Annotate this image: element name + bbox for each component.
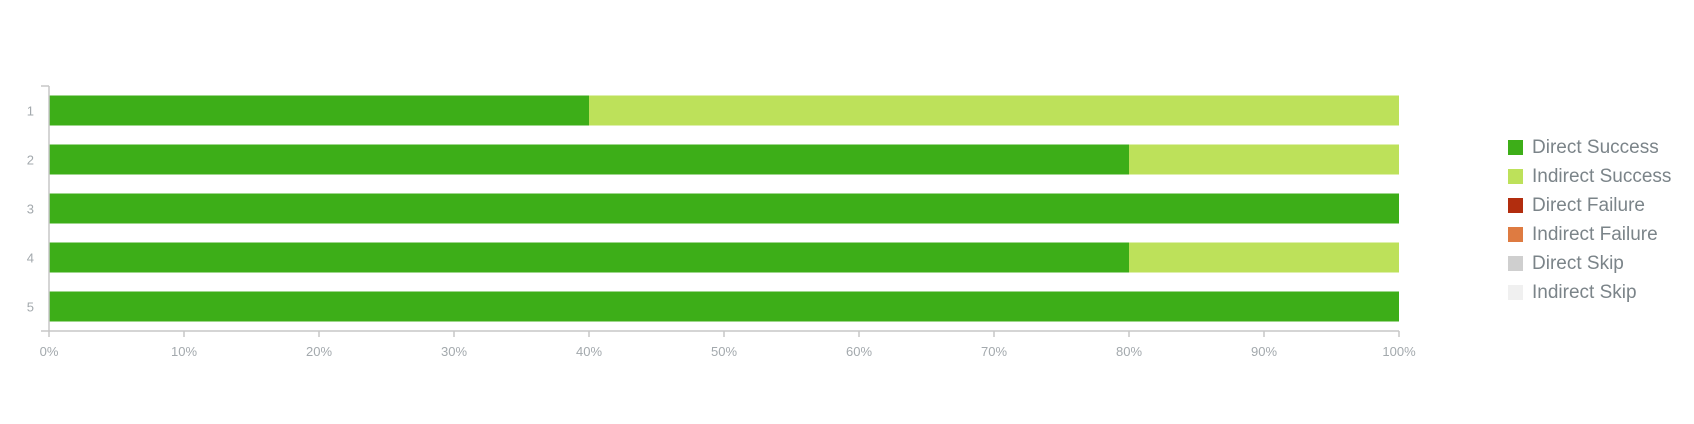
legend-swatch <box>1508 256 1523 271</box>
bar-row-5-direct-success <box>49 291 1399 322</box>
category-label: 2 <box>27 153 34 168</box>
x-tick-label: 80% <box>1116 344 1142 359</box>
legend-swatch <box>1508 198 1523 213</box>
x-tick-label: 60% <box>846 344 872 359</box>
legend-item-direct-success[interactable]: Direct Success <box>1508 133 1671 162</box>
legend-item-direct-skip[interactable]: Direct Skip <box>1508 249 1671 278</box>
bar-row-4-direct-success <box>49 242 1129 273</box>
legend-item-indirect-skip[interactable]: Indirect Skip <box>1508 278 1671 307</box>
x-tick-label: 100% <box>1382 344 1416 359</box>
x-tick-label: 90% <box>1251 344 1277 359</box>
bar-row-1-indirect-success <box>589 95 1399 126</box>
legend-label: Direct Success <box>1532 136 1659 158</box>
legend-label: Indirect Success <box>1532 165 1672 187</box>
legend-swatch <box>1508 169 1523 184</box>
legend-swatch <box>1508 227 1523 242</box>
axes <box>41 85 1400 337</box>
legend-label: Indirect Skip <box>1532 281 1637 303</box>
legend-item-indirect-success[interactable]: Indirect Success <box>1508 162 1671 191</box>
legend-label: Direct Skip <box>1532 252 1624 274</box>
legend-item-direct-failure[interactable]: Direct Failure <box>1508 191 1671 220</box>
legend-label: Indirect Failure <box>1532 223 1658 245</box>
legend: Direct Success Indirect Success Direct Fai… <box>1508 133 1671 307</box>
bar-row-4-indirect-success <box>1129 242 1399 273</box>
bars <box>49 95 1399 322</box>
x-tick-label: 70% <box>981 344 1007 359</box>
bar-row-3-direct-success <box>49 193 1399 224</box>
x-tick-label: 0% <box>40 344 59 359</box>
x-tick-label: 30% <box>441 344 467 359</box>
category-label: 1 <box>27 104 34 119</box>
x-tick-label: 20% <box>306 344 332 359</box>
category-label: 4 <box>27 251 34 266</box>
x-tick-label: 40% <box>576 344 602 359</box>
bar-row-1-direct-success <box>49 95 589 126</box>
category-label: 5 <box>27 300 34 315</box>
bar-row-2-indirect-success <box>1129 144 1399 175</box>
x-tick-label: 10% <box>171 344 197 359</box>
legend-label: Direct Failure <box>1532 194 1645 216</box>
x-tick-label: 50% <box>711 344 737 359</box>
legend-swatch <box>1508 140 1523 155</box>
legend-swatch <box>1508 285 1523 300</box>
category-label: 3 <box>27 202 34 217</box>
legend-item-indirect-failure[interactable]: Indirect Failure <box>1508 220 1671 249</box>
bar-row-2-direct-success <box>49 144 1129 175</box>
